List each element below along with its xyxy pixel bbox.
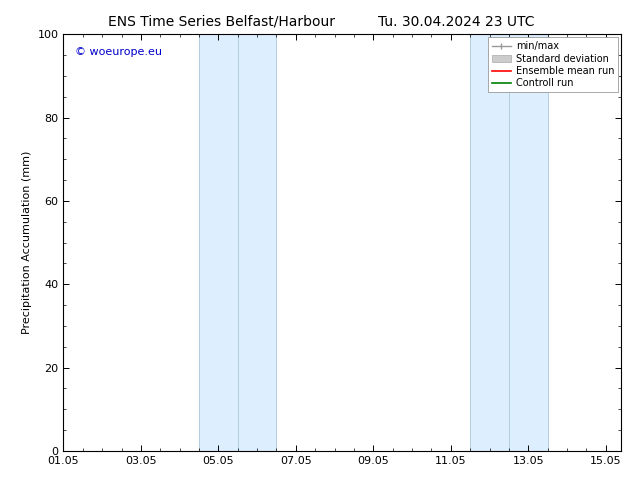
Bar [199, 34, 276, 451]
Text: © woeurope.eu: © woeurope.eu [75, 47, 162, 57]
Y-axis label: Precipitation Accumulation (mm): Precipitation Accumulation (mm) [22, 151, 32, 334]
Bar [470, 34, 548, 451]
Text: Tu. 30.04.2024 23 UTC: Tu. 30.04.2024 23 UTC [378, 15, 534, 29]
Text: ENS Time Series Belfast/Harbour: ENS Time Series Belfast/Harbour [108, 15, 335, 29]
Legend: min/max, Standard deviation, Ensemble mean run, Controll run: min/max, Standard deviation, Ensemble me… [488, 37, 618, 92]
